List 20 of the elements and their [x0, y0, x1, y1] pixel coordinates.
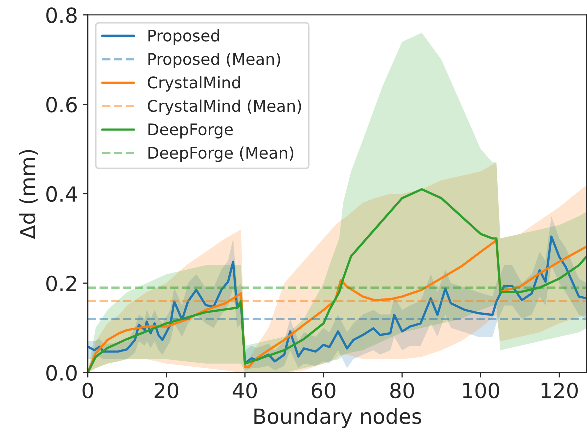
legend-label: CrystalMind (Mean) [148, 100, 302, 116]
legend-label: DeepForge [148, 124, 234, 139]
x-tick-label: 100 [463, 382, 500, 399]
y-tick-label: 0.8 [46, 8, 77, 24]
x-tick-label: 40 [232, 382, 258, 399]
x-axis-title: Boundary nodes [254, 408, 422, 428]
y-tick-label: 0.2 [46, 276, 76, 292]
legend-label: Proposed (Mean) [148, 52, 280, 68]
legend-label: DeepForge (Mean) [148, 146, 294, 162]
x-tick-label: 120 [542, 382, 578, 399]
y-axis-title: Δd (mm) [19, 150, 38, 240]
x-tick-label: 60 [312, 382, 336, 399]
x-tick-label: 0 [82, 382, 94, 399]
x-tick-label: 20 [154, 382, 178, 399]
legend-label: CrystalMind [148, 76, 240, 92]
y-tick-label: 0.0 [46, 365, 77, 382]
y-tick-label: 0.6 [46, 96, 78, 113]
legend-label: Proposed [148, 29, 220, 45]
y-tick-label: 0.4 [46, 186, 78, 202]
x-tick-label: 80 [390, 382, 414, 399]
